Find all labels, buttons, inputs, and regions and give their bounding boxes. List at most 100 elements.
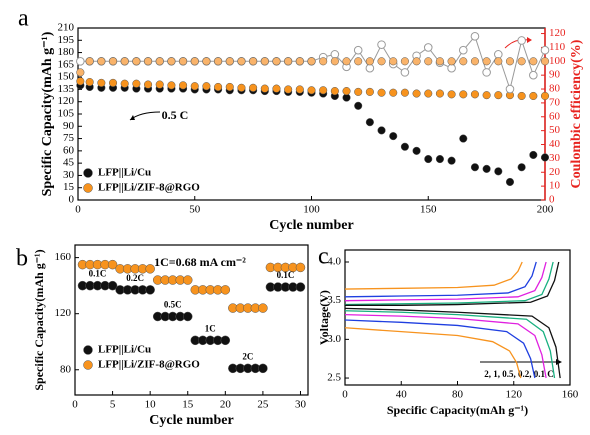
y-tick-label: 195: [58, 34, 75, 46]
data-point: [354, 57, 363, 66]
data-point: [447, 90, 456, 99]
annotation: 2, 1, 0.5, 0.2, 0.1 C: [484, 369, 554, 379]
data-point: [260, 57, 269, 66]
data-point: [330, 57, 339, 66]
data-point: [155, 57, 164, 66]
data-point: [400, 57, 409, 66]
data-point: [540, 45, 550, 55]
y-axis-label: Specific Capacity(mAh g⁻¹): [40, 31, 55, 196]
legend-marker: [83, 183, 93, 193]
data-point: [458, 45, 468, 55]
y-tick-label: 0: [69, 194, 75, 206]
data-point: [144, 80, 153, 89]
arrow-head: [527, 37, 532, 43]
data-point: [529, 150, 538, 160]
data-point: [424, 57, 433, 66]
data-point: [155, 80, 164, 89]
data-point: [517, 91, 526, 101]
data-point: [529, 91, 538, 101]
data-point: [225, 82, 234, 92]
y-tick-label: 45: [63, 157, 75, 169]
x-axis-label: Cycle number: [269, 218, 353, 233]
y-tick-label: 3.0: [327, 333, 341, 345]
x-tick-label: 200: [537, 204, 554, 216]
data-point: [447, 156, 456, 165]
data-point: [258, 363, 268, 374]
y-tick-label: 120: [58, 95, 75, 107]
x-tick-label: 120: [506, 389, 523, 401]
data-point: [505, 57, 515, 66]
data-point: [202, 57, 211, 66]
x-tick-label: 160: [562, 389, 579, 401]
x-axis-label: Cycle number: [149, 413, 233, 428]
data-point: [400, 68, 410, 77]
data-point: [144, 57, 153, 66]
rate-label: 0.1C: [277, 270, 295, 280]
x-tick-label: 40: [396, 389, 408, 401]
curve: [344, 307, 561, 379]
y2-tick-label: 40: [549, 138, 561, 150]
data-point: [307, 86, 316, 95]
data-point: [225, 57, 234, 66]
data-point: [108, 57, 118, 66]
data-point: [182, 311, 193, 322]
data-point: [424, 154, 433, 164]
data-point: [108, 78, 118, 87]
arrow-head: [556, 359, 562, 365]
y2-tick-label: 120: [549, 27, 566, 39]
y2-tick-label: 80: [549, 83, 561, 95]
data-point: [389, 132, 398, 141]
y-tick-label: 120: [55, 307, 72, 319]
curve: [344, 327, 522, 379]
y-tick-label: 135: [58, 83, 75, 95]
data-point: [424, 89, 433, 98]
legend-label: LFP||Li/ZIF-8@RGO: [98, 182, 200, 194]
data-point: [342, 57, 351, 66]
data-point: [365, 118, 374, 127]
data-point: [470, 90, 480, 99]
y2-tick-label: 30: [549, 152, 561, 164]
data-point: [220, 285, 231, 295]
data-point: [295, 282, 306, 292]
data-point: [182, 275, 193, 285]
y-tick-label: 15: [63, 181, 75, 193]
y-tick-label: 105: [58, 108, 75, 120]
y-tick-label: 160: [55, 251, 72, 263]
data-point: [459, 57, 468, 66]
data-point: [214, 57, 223, 66]
curve: [344, 313, 547, 379]
data-point: [237, 83, 246, 92]
arrow-head: [130, 115, 135, 120]
data-point: [190, 82, 199, 91]
data-point: [423, 43, 433, 52]
data-point: [354, 87, 363, 96]
data-point: [97, 78, 106, 87]
data-point: [107, 259, 118, 270]
data-point: [435, 57, 444, 66]
data-point: [517, 57, 526, 66]
y-tick-label: 30: [63, 169, 75, 181]
data-point: [412, 57, 421, 66]
annotation: 0.5 C: [162, 108, 189, 122]
data-point: [517, 36, 526, 45]
data-point: [258, 303, 268, 313]
y2-tick-label: 110: [549, 41, 566, 53]
data-point: [482, 91, 491, 100]
data-point: [85, 78, 94, 87]
y-tick-label: 75: [63, 132, 75, 144]
x-tick-label: 0: [75, 204, 81, 216]
data-point: [307, 57, 316, 66]
data-point: [167, 57, 176, 66]
data-point: [319, 57, 328, 66]
data-point: [284, 85, 293, 94]
x-tick-label: 50: [189, 204, 201, 216]
y-tick-label: 3.5: [327, 294, 341, 306]
x-tick-label: 80: [452, 389, 464, 401]
data-point: [389, 57, 398, 66]
data-point: [529, 57, 538, 66]
legend-marker: [83, 168, 93, 178]
data-point: [237, 57, 246, 66]
data-point: [190, 57, 199, 66]
data-point: [400, 88, 409, 97]
